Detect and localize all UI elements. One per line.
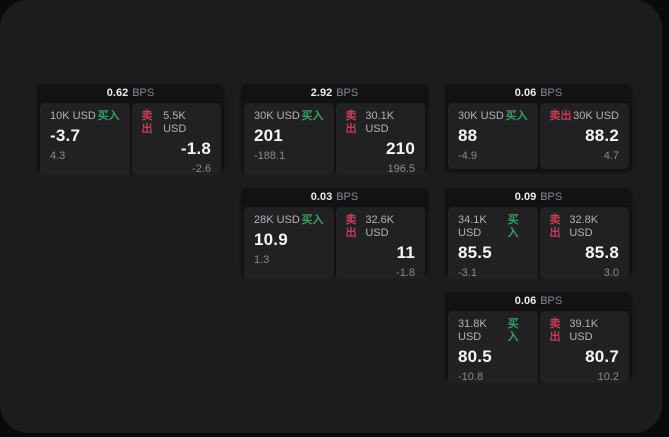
sell-delta: -2.6 [192, 163, 211, 175]
bps-value: 0.06 [514, 87, 537, 99]
card-header: 0.62 BPS [40, 84, 221, 103]
sell-price: 80.7 [585, 347, 619, 366]
quote-card: 0.06 BPS 30K USD 买入 88 -4.9 卖出 [445, 84, 632, 172]
buy-side-label: 买入 [301, 110, 324, 122]
sell-price: 210 [386, 139, 415, 158]
card-header: 0.03 BPS [244, 188, 425, 207]
sell-delta: 3.0 [603, 267, 619, 279]
buy-quote-button[interactable]: 10K USD 买入 -3.7 4.3 [40, 103, 130, 175]
bps-unit: BPS [540, 191, 563, 203]
sell-delta: -1.8 [396, 267, 415, 279]
buy-side-label: 买入 [507, 214, 519, 239]
quote-card: 0.03 BPS 28K USD 买入 10.9 1.3 卖出 [241, 188, 428, 279]
sell-quote-button[interactable]: 卖出 30K USD 88.2 4.7 [539, 103, 629, 169]
bps-unit: BPS [336, 87, 359, 99]
card-body: 10K USD 买入 -3.7 4.3 卖出 5.5K USD -1.8 -2.… [40, 103, 221, 175]
sell-side-label: 卖出 [549, 318, 561, 343]
sell-side-label: 卖出 [549, 214, 561, 239]
buy-price: 85.5 [458, 243, 492, 262]
buy-side-label: 买入 [97, 110, 120, 122]
buy-delta: -4.9 [458, 150, 477, 162]
bps-unit: BPS [132, 87, 155, 99]
buy-delta: 4.3 [50, 150, 66, 162]
buy-side-label: 买入 [507, 318, 519, 343]
buy-price: -3.7 [50, 126, 81, 145]
bps-value: 0.62 [106, 87, 129, 99]
quote-card: 0.06 BPS 31.8K USD 买入 80.5 -10.8 卖 [445, 292, 632, 383]
sell-amount: 32.6K USD [365, 214, 395, 239]
buy-amount: 28K USD [254, 214, 300, 226]
sell-price: 11 [396, 243, 415, 262]
bps-unit: BPS [540, 295, 563, 307]
card-header: 0.09 BPS [448, 188, 629, 207]
quote-cards-grid: 0.62 BPS 10K USD 买入 -3.7 4.3 卖出 [37, 84, 632, 383]
buy-delta: 1.3 [254, 254, 270, 266]
quote-card: 2.92 BPS 30K USD 买入 201 -188.1 卖出 [241, 84, 428, 175]
sell-quote-button[interactable]: 卖出 32.6K USD 11 -1.8 [335, 207, 425, 279]
buy-quote-button[interactable]: 34.1K USD 买入 85.5 -3.1 [448, 207, 538, 279]
sell-delta: 196.5 [387, 163, 415, 175]
quote-card: 0.62 BPS 10K USD 买入 -3.7 4.3 卖出 [37, 84, 224, 175]
buy-quote-button[interactable]: 30K USD 买入 201 -188.1 [244, 103, 334, 175]
sell-delta: 10.2 [597, 371, 619, 383]
sell-amount: 32.8K USD [569, 214, 599, 239]
sell-delta: 4.7 [603, 150, 619, 162]
buy-quote-button[interactable]: 28K USD 买入 10.9 1.3 [244, 207, 334, 279]
sell-side-label: 卖出 [141, 110, 153, 135]
card-header: 0.06 BPS [448, 292, 629, 311]
card-body: 28K USD 买入 10.9 1.3 卖出 32.6K USD 11 -1.8 [244, 207, 425, 279]
card-header: 0.06 BPS [448, 84, 629, 103]
bps-value: 0.09 [514, 191, 537, 203]
buy-amount: 10K USD [50, 110, 96, 122]
sell-amount: 5.5K USD [163, 110, 187, 135]
buy-amount: 30K USD [458, 110, 504, 122]
buy-delta: -3.1 [458, 267, 477, 279]
card-body: 34.1K USD 买入 85.5 -3.1 卖出 32.8K USD 85.8… [448, 207, 629, 279]
buy-amount: 30K USD [254, 110, 300, 122]
buy-delta: -10.8 [458, 371, 484, 383]
buy-price: 201 [254, 126, 283, 145]
buy-amount: 34.1K USD [458, 214, 487, 239]
card-header: 2.92 BPS [244, 84, 425, 103]
buy-quote-button[interactable]: 30K USD 买入 88 -4.9 [448, 103, 538, 169]
sell-amount: 30K USD [573, 110, 619, 122]
card-body: 30K USD 买入 201 -188.1 卖出 30.1K USD 210 1… [244, 103, 425, 175]
buy-price: 10.9 [254, 230, 288, 249]
sell-price: 85.8 [585, 243, 619, 262]
card-body: 30K USD 买入 88 -4.9 卖出 30K USD 88.2 4.7 [448, 103, 629, 169]
sell-quote-button[interactable]: 卖出 30.1K USD 210 196.5 [335, 103, 425, 175]
bps-value: 0.03 [310, 191, 333, 203]
sell-quote-button[interactable]: 卖出 5.5K USD -1.8 -2.6 [131, 103, 221, 175]
buy-delta: -188.1 [254, 150, 286, 162]
sell-side-label: 卖出 [549, 110, 572, 122]
buy-price: 88 [458, 126, 478, 145]
buy-side-label: 买入 [505, 110, 528, 122]
buy-price: 80.5 [458, 347, 492, 366]
sell-quote-button[interactable]: 卖出 32.8K USD 85.8 3.0 [539, 207, 629, 279]
bps-value: 2.92 [310, 87, 333, 99]
sell-side-label: 卖出 [345, 214, 357, 239]
buy-amount: 31.8K USD [458, 318, 487, 343]
sell-amount: 30.1K USD [365, 110, 395, 135]
quote-card: 0.09 BPS 34.1K USD 买入 85.5 -3.1 卖出 [445, 188, 632, 279]
buy-quote-button[interactable]: 31.8K USD 买入 80.5 -10.8 [448, 311, 538, 383]
sell-price: -1.8 [180, 139, 211, 158]
sell-amount: 39.1K USD [569, 318, 599, 343]
sell-price: 88.2 [585, 126, 619, 145]
bps-unit: BPS [540, 87, 563, 99]
sell-quote-button[interactable]: 卖出 39.1K USD 80.7 10.2 [539, 311, 629, 383]
buy-side-label: 买入 [301, 214, 324, 226]
bps-value: 0.06 [514, 295, 537, 307]
bps-unit: BPS [336, 191, 359, 203]
card-body: 31.8K USD 买入 80.5 -10.8 卖出 39.1K USD 80.… [448, 311, 629, 383]
sell-side-label: 卖出 [345, 110, 357, 135]
